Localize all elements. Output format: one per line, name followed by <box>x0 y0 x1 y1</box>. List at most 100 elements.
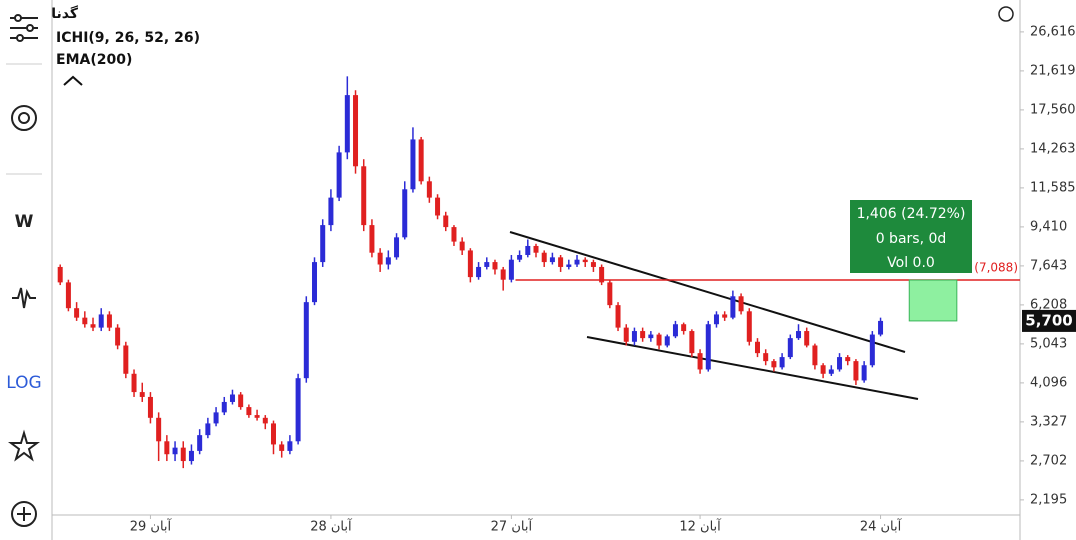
candle-body <box>467 250 473 278</box>
y-tick-label: 17,560 <box>1030 102 1076 117</box>
candle-body <box>115 327 121 346</box>
settings-icon[interactable] <box>10 14 38 42</box>
y-tick-label: 14,263 <box>1030 141 1076 156</box>
candle-body <box>566 264 572 267</box>
candle-body <box>574 259 580 265</box>
candle-body <box>615 305 621 328</box>
candle-body <box>106 314 112 328</box>
candle-body <box>804 331 810 346</box>
candle-body <box>631 331 637 342</box>
candle-body <box>385 257 391 265</box>
candle-body <box>590 262 596 267</box>
measure-text: Vol 0.0 <box>887 255 935 271</box>
star-icon[interactable] <box>8 429 40 462</box>
candle-body <box>828 369 834 374</box>
candle-body <box>484 262 490 267</box>
candle-body <box>476 266 482 278</box>
candle-body <box>246 407 252 416</box>
horizontal-line-label: (7,088) <box>974 261 1018 275</box>
candle-body <box>459 241 465 251</box>
candle-body <box>730 296 736 318</box>
candle-body <box>754 341 760 354</box>
candle-body <box>796 331 802 339</box>
candle-body <box>697 353 703 370</box>
y-tick-label: 21,619 <box>1030 63 1076 78</box>
candle-body <box>508 259 514 280</box>
y-tick-label: 4,096 <box>1030 375 1067 390</box>
candle-body <box>845 357 851 362</box>
y-tick-label: 2,195 <box>1030 492 1067 507</box>
measure-box <box>850 200 972 273</box>
symbol: گدنا <box>51 5 79 22</box>
candle-body <box>205 423 211 436</box>
candle-body <box>402 189 408 238</box>
candle-body <box>771 361 777 368</box>
candle-body <box>156 417 162 442</box>
x-tick-label: 27 آبان <box>491 518 534 535</box>
candle-body <box>312 262 318 303</box>
x-tick-label: 29 آبان <box>130 518 173 535</box>
log-button[interactable]: LOG <box>6 373 41 393</box>
candle-body <box>254 415 260 418</box>
y-tick-label: 3,327 <box>1030 414 1067 429</box>
trend-line <box>509 231 906 353</box>
x-tick-label: 12 آبان <box>679 518 722 535</box>
candle-body <box>328 197 334 226</box>
candle-body <box>787 338 793 358</box>
candle-body <box>229 394 235 402</box>
candle-body <box>123 345 129 374</box>
candle-body <box>287 441 293 451</box>
candle-body <box>599 266 605 283</box>
candle-body <box>648 334 654 339</box>
candle-body <box>656 334 662 346</box>
candle-body <box>713 314 719 325</box>
candle-body <box>377 252 383 265</box>
candle-body <box>418 139 424 182</box>
candle-body <box>147 396 153 418</box>
candle-body <box>525 245 531 256</box>
candle-body <box>689 331 695 354</box>
candle-body <box>492 262 498 270</box>
candle-body <box>344 95 350 153</box>
candle-body <box>607 282 613 306</box>
candle-body <box>623 327 629 342</box>
candle-body <box>410 139 416 190</box>
target-zone-box <box>908 279 958 322</box>
candle-body <box>65 282 71 309</box>
y-tick-label: 2,702 <box>1030 453 1067 468</box>
candle-body <box>270 423 276 445</box>
x-tick-label: 28 آبان <box>310 518 353 535</box>
candle-body <box>451 227 457 242</box>
candle-body <box>221 401 227 413</box>
candle-body <box>820 365 826 374</box>
candle-body <box>320 225 326 263</box>
interval-button[interactable]: W <box>15 212 34 232</box>
candle-body <box>500 269 506 280</box>
measure-text: 1,406 (24.72%) <box>857 206 966 222</box>
candle-body <box>869 334 875 366</box>
x-tick-label: 24 آبان <box>860 518 903 535</box>
candle-body <box>172 447 178 455</box>
candle-body <box>582 259 588 263</box>
candle-body <box>549 257 555 263</box>
crosshair-icon[interactable] <box>998 6 1014 22</box>
candle-body <box>369 225 375 253</box>
y-tick-label: 5,043 <box>1030 336 1067 351</box>
candle-body <box>262 417 268 424</box>
candle-body <box>443 215 449 228</box>
candle-body <box>705 324 711 370</box>
target-zone <box>908 279 958 322</box>
candle-body <box>295 378 301 442</box>
target-icon[interactable] <box>11 105 37 131</box>
candle-body <box>812 345 818 366</box>
candle-body <box>197 435 203 451</box>
indicator-icon[interactable] <box>12 287 36 309</box>
candle-body <box>541 252 547 263</box>
collapse-icon[interactable] <box>63 75 83 86</box>
candle-body <box>82 317 88 325</box>
candle-body <box>763 353 769 362</box>
y-tick-label: 9,410 <box>1030 219 1067 234</box>
candle-body <box>180 447 186 462</box>
add-icon[interactable] <box>11 501 37 527</box>
